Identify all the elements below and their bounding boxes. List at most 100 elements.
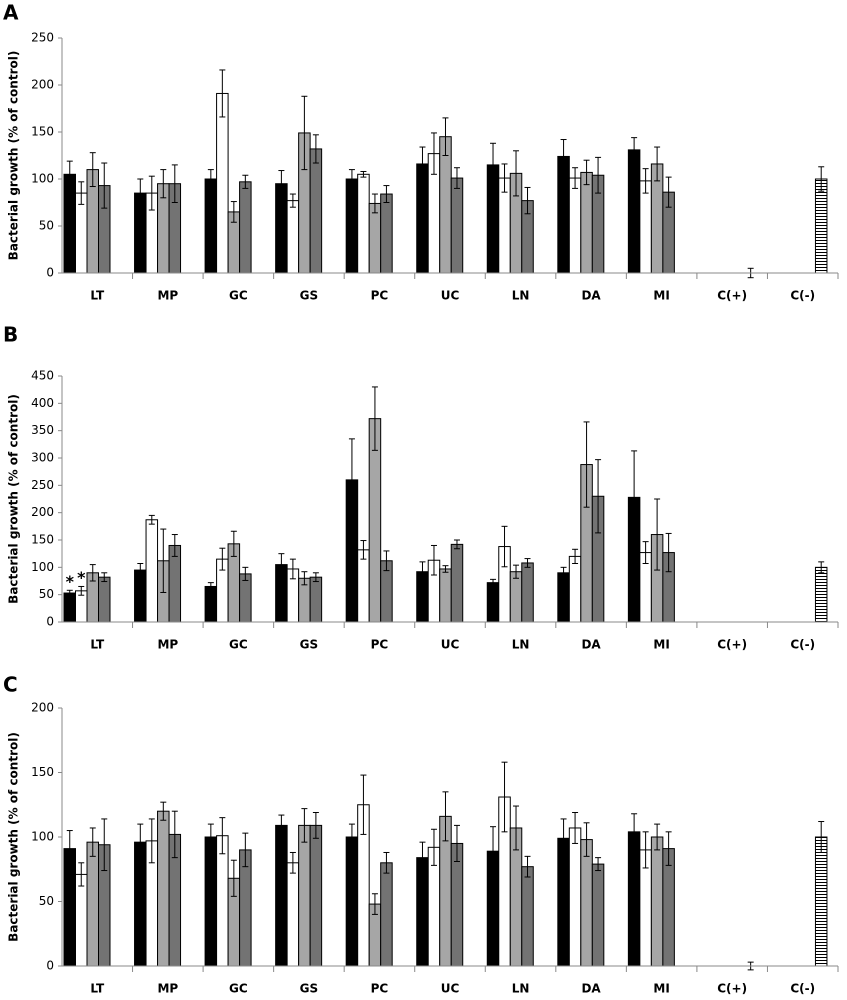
bar bbox=[650, 836, 664, 967]
error-bar bbox=[442, 117, 449, 156]
error-bar bbox=[160, 801, 167, 821]
bar bbox=[627, 831, 641, 967]
error-bar bbox=[242, 832, 249, 868]
y-tick-label: 0 bbox=[46, 959, 54, 973]
y-axis-label: Bacterial growth (% of control) bbox=[7, 732, 21, 942]
error-bar bbox=[524, 186, 531, 215]
bar bbox=[63, 592, 76, 623]
bar bbox=[521, 866, 534, 967]
error-bar bbox=[560, 566, 567, 579]
x-tick-label: LT bbox=[90, 638, 105, 652]
bar bbox=[298, 824, 311, 967]
bar bbox=[309, 148, 323, 274]
error-bar bbox=[137, 823, 144, 861]
x-tick-label: LT bbox=[90, 982, 105, 996]
bar bbox=[486, 582, 500, 623]
bar bbox=[557, 155, 570, 274]
error-bar bbox=[312, 572, 319, 583]
error-bar bbox=[513, 150, 520, 197]
bar bbox=[439, 568, 452, 623]
error-bar bbox=[278, 170, 285, 198]
error-bar bbox=[501, 761, 508, 833]
error-bar bbox=[207, 582, 214, 591]
error-bar bbox=[148, 175, 155, 211]
x-tick-label: DA bbox=[581, 638, 601, 652]
error-bar bbox=[171, 534, 178, 557]
error-bar bbox=[631, 137, 638, 163]
bar bbox=[380, 862, 393, 967]
error-bar bbox=[348, 438, 355, 522]
x-tick-label: C(+) bbox=[717, 289, 747, 303]
error-bar bbox=[490, 142, 497, 188]
y-tick-label: 150 bbox=[31, 765, 54, 779]
error-bar bbox=[360, 170, 367, 178]
x-tick-label: UC bbox=[441, 289, 460, 303]
bar bbox=[814, 836, 828, 967]
error-bar bbox=[430, 544, 437, 576]
bar bbox=[239, 181, 252, 274]
bar bbox=[345, 836, 359, 967]
error-bar bbox=[242, 174, 249, 189]
bar bbox=[286, 862, 300, 967]
error-bar bbox=[419, 561, 426, 583]
error-bar bbox=[583, 159, 590, 186]
error-bar bbox=[101, 818, 108, 872]
bar bbox=[168, 544, 182, 623]
error-bar bbox=[312, 134, 319, 164]
y-tick-label: 400 bbox=[31, 396, 54, 410]
error-bar bbox=[171, 810, 178, 859]
error-bar bbox=[230, 530, 237, 557]
y-tick-label: 200 bbox=[31, 505, 54, 519]
bar bbox=[509, 571, 523, 623]
error-bar bbox=[66, 160, 73, 188]
error-bar bbox=[430, 132, 437, 175]
y-tick-label: 0 bbox=[46, 266, 54, 280]
x-tick-label: C(-) bbox=[790, 982, 815, 996]
x-tick-label: UC bbox=[441, 982, 460, 996]
error-bar bbox=[278, 553, 285, 577]
bar bbox=[239, 849, 252, 967]
error-bar bbox=[89, 564, 96, 582]
x-tick-label: UC bbox=[441, 638, 460, 652]
bar bbox=[380, 193, 393, 274]
error-bar bbox=[219, 547, 226, 571]
error-bar bbox=[631, 450, 638, 545]
x-tick-label: C(-) bbox=[790, 289, 815, 303]
y-tick-label: 0 bbox=[46, 615, 54, 629]
error-bar bbox=[818, 821, 825, 853]
error-bar bbox=[371, 893, 378, 915]
error-bar bbox=[642, 168, 649, 194]
y-tick-label: 250 bbox=[31, 478, 54, 492]
y-tick-label: 200 bbox=[31, 78, 54, 92]
error-bar bbox=[278, 814, 285, 837]
bar bbox=[204, 178, 218, 274]
y-tick-label: 450 bbox=[31, 369, 54, 383]
bar bbox=[416, 857, 429, 967]
error-bar bbox=[242, 566, 249, 581]
bar bbox=[134, 841, 147, 967]
error-bar bbox=[442, 565, 449, 573]
bar bbox=[568, 555, 582, 623]
y-tick-label: 150 bbox=[31, 533, 54, 547]
x-tick-label: PC bbox=[371, 289, 389, 303]
error-bar bbox=[383, 185, 390, 203]
error-bar bbox=[348, 169, 355, 189]
x-tick-label: GS bbox=[300, 982, 319, 996]
y-tick-label: 350 bbox=[31, 423, 54, 437]
bar bbox=[568, 827, 582, 967]
error-bar bbox=[160, 528, 167, 593]
x-tick-label: DA bbox=[581, 982, 601, 996]
error-bar bbox=[207, 823, 214, 851]
error-bar bbox=[101, 572, 108, 583]
error-bar bbox=[513, 564, 520, 579]
error-bar bbox=[430, 828, 437, 866]
error-bar bbox=[419, 146, 426, 182]
error-bar bbox=[219, 817, 226, 855]
error-bar bbox=[524, 855, 531, 878]
error-bar bbox=[501, 163, 508, 193]
error-bar bbox=[171, 164, 178, 203]
bar bbox=[814, 566, 828, 623]
y-tick-label: 100 bbox=[31, 172, 54, 186]
bar bbox=[357, 549, 370, 623]
error-bar bbox=[595, 156, 602, 194]
